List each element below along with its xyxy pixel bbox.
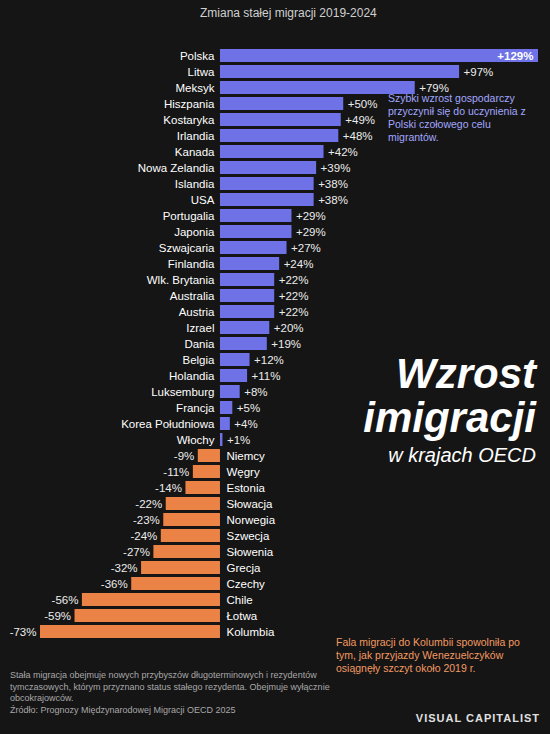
svg-text:-9%: -9% [174, 450, 194, 462]
svg-text:-27%: -27% [123, 546, 150, 558]
svg-text:-73%: -73% [10, 626, 37, 638]
svg-text:Korea Południowa: Korea Południowa [121, 418, 215, 430]
svg-text:Luksemburg: Luksemburg [151, 386, 214, 398]
svg-text:-32%: -32% [111, 562, 138, 574]
svg-text:+29%: +29% [296, 210, 326, 222]
svg-text:+22%: +22% [279, 290, 309, 302]
svg-text:Grecja: Grecja [226, 562, 260, 574]
svg-text:Portugalia: Portugalia [163, 210, 215, 222]
svg-text:Kostaryka: Kostaryka [163, 114, 215, 126]
svg-text:+12%: +12% [254, 354, 284, 366]
svg-text:+29%: +29% [296, 226, 326, 238]
svg-text:Litwa: Litwa [188, 66, 215, 78]
svg-text:Nowa Zelandia: Nowa Zelandia [138, 162, 215, 174]
svg-text:+8%: +8% [244, 386, 267, 398]
svg-text:+42%: +42% [328, 146, 358, 158]
svg-text:-59%: -59% [44, 610, 71, 622]
svg-text:Irlandia: Irlandia [177, 130, 215, 142]
svg-text:Czechy: Czechy [226, 578, 265, 590]
svg-text:-56%: -56% [52, 594, 79, 606]
svg-text:Dania: Dania [184, 338, 215, 350]
svg-text:Izrael: Izrael [186, 322, 214, 334]
svg-text:Estonia: Estonia [226, 482, 265, 494]
svg-text:Finlandia: Finlandia [168, 258, 215, 270]
svg-text:Belgia: Belgia [183, 354, 216, 366]
svg-text:+22%: +22% [279, 274, 309, 286]
svg-text:Norwegia: Norwegia [226, 514, 275, 526]
svg-text:Niemcy: Niemcy [226, 450, 265, 462]
svg-text:+19%: +19% [271, 338, 301, 350]
svg-text:Kolumbia: Kolumbia [226, 626, 275, 638]
svg-text:+11%: +11% [252, 370, 281, 382]
html-text:Stała migracja obejmuje nowych: Stała migracja obejmuje nowych przybyszó… [10, 670, 330, 703]
svg-text:+48%: +48% [343, 130, 373, 142]
html-text:Źródło: Prognozy Międzynarodow: Źródło: Prognozy Międzynarodowej Migracj… [10, 704, 236, 715]
svg-text:-14%: -14% [155, 482, 182, 494]
svg-text:Słowenia: Słowenia [226, 546, 273, 558]
svg-text:Węgry: Węgry [226, 466, 259, 478]
svg-text:+49%: +49% [345, 114, 375, 126]
svg-text:+97%: +97% [464, 66, 494, 78]
html-text:Zmiana stałej migracji 2019-20: Zmiana stałej migracji 2019-2024 [200, 6, 377, 20]
html-text:w krajach OECD: w krajach OECD [388, 444, 536, 466]
svg-text:Holandia: Holandia [169, 370, 215, 382]
svg-text:Islandia: Islandia [175, 178, 215, 190]
svg-text:Meksyk: Meksyk [175, 82, 214, 94]
svg-text:+39%: +39% [321, 162, 351, 174]
svg-text:+20%: +20% [274, 322, 304, 334]
svg-text:Japonia: Japonia [174, 226, 215, 238]
svg-text:+4%: +4% [234, 418, 257, 430]
svg-text:+27%: +27% [291, 242, 321, 254]
svg-text:-22%: -22% [135, 498, 162, 510]
svg-text:Słowacja: Słowacja [226, 498, 273, 510]
svg-text:-11%: -11% [163, 466, 189, 478]
svg-text:-36%: -36% [101, 578, 128, 590]
svg-text:Polska: Polska [180, 50, 215, 62]
svg-text:Kanada: Kanada [175, 146, 215, 158]
svg-text:+50%: +50% [348, 98, 378, 110]
svg-text:Australia: Australia [170, 290, 215, 302]
svg-text:+1%: +1% [227, 434, 250, 446]
svg-text:+38%: +38% [318, 194, 348, 206]
svg-text:+129%: +129% [497, 50, 533, 62]
svg-text:USA: USA [191, 194, 215, 206]
svg-text:Austria: Austria [179, 306, 215, 318]
html-text:Fala migracji do Kolumbii spow: Fala migracji do Kolumbii spowolniła po … [336, 636, 520, 674]
svg-text:+22%: +22% [279, 306, 309, 318]
svg-text:-23%: -23% [133, 514, 160, 526]
html-text:Wzrost imigracji: Wzrost imigracji [363, 350, 536, 442]
svg-text:+38%: +38% [318, 178, 348, 190]
svg-text:Szwecja: Szwecja [226, 530, 269, 542]
svg-text:+5%: +5% [237, 402, 260, 414]
svg-text:Francja: Francja [176, 402, 215, 414]
svg-text:+79%: +79% [419, 82, 449, 94]
svg-text:+24%: +24% [284, 258, 314, 270]
svg-text:-24%: -24% [130, 530, 157, 542]
svg-text:Wlk. Brytania: Wlk. Brytania [147, 274, 215, 286]
svg-text:Szwajcaria: Szwajcaria [159, 242, 215, 254]
svg-text:Łotwa: Łotwa [226, 610, 257, 622]
svg-text:Włochy: Włochy [177, 434, 215, 446]
html-text:VISUAL CAPITALIST: VISUAL CAPITALIST [415, 712, 540, 724]
svg-text:Hiszpania: Hiszpania [164, 98, 215, 110]
html-text:Szybki wzrost gospodarczy przy: Szybki wzrost gospodarczy przyczynił się… [388, 92, 526, 143]
svg-text:Chile: Chile [226, 594, 252, 606]
